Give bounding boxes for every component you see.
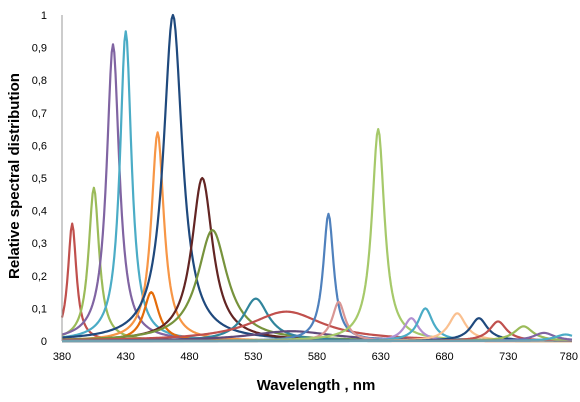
y-tick-label: 0,4 [32, 206, 47, 218]
y-tick-label: 1 [41, 10, 47, 22]
x-tick-labels: 380 430 480 530 580 630 680 730 780 [53, 351, 578, 363]
x-tick-label: 680 [435, 351, 453, 363]
x-tick-label: 780 [560, 351, 578, 363]
y-tick-label: 0 [41, 336, 47, 348]
y-axis-label: Relative spectral distribution [6, 73, 23, 279]
y-tick-label: 0,2 [32, 271, 47, 283]
x-axis-label: Wavelength , nm [257, 377, 376, 394]
y-tick-labels: 0 0,1 0,2 0,3 0,4 0,5 0,6 0,7 0,8 0,9 1 [32, 10, 47, 348]
series-line [61, 30, 572, 343]
y-tick-label: 0,1 [32, 303, 47, 315]
y-tick-label: 0,3 [32, 238, 47, 250]
y-tick-label: 0,5 [32, 173, 47, 185]
x-tick-label: 730 [499, 351, 517, 363]
y-tick-label: 0,8 [32, 75, 47, 87]
x-tick-label: 630 [372, 351, 390, 363]
y-tick-label: 0,9 [32, 43, 47, 55]
x-tick-label: 530 [244, 351, 262, 363]
series-line [61, 13, 572, 342]
x-tick-label: 380 [53, 351, 71, 363]
x-tick-label: 480 [180, 351, 198, 363]
x-tick-label: 430 [117, 351, 135, 363]
series-lines [60, 13, 573, 343]
y-tick-label: 0,6 [32, 140, 47, 152]
x-tick-label: 580 [308, 351, 326, 363]
y-tick-label: 0,7 [32, 108, 47, 120]
series-line [61, 43, 572, 343]
